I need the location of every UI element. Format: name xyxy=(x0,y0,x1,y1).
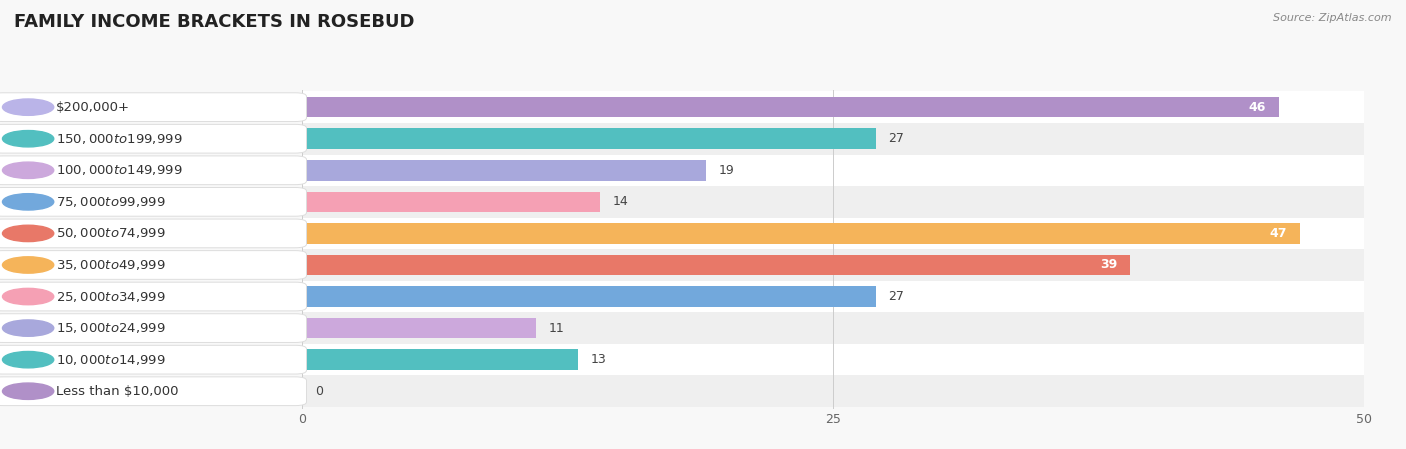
Bar xyxy=(302,313,1364,344)
Text: 14: 14 xyxy=(612,195,628,208)
Text: FAMILY INCOME BRACKETS IN ROSEBUD: FAMILY INCOME BRACKETS IN ROSEBUD xyxy=(14,13,415,31)
Text: $25,000 to $34,999: $25,000 to $34,999 xyxy=(56,290,166,304)
Text: $75,000 to $99,999: $75,000 to $99,999 xyxy=(56,195,166,209)
Text: $200,000+: $200,000+ xyxy=(56,101,131,114)
Text: 39: 39 xyxy=(1101,259,1118,272)
Text: $150,000 to $199,999: $150,000 to $199,999 xyxy=(56,132,183,146)
Bar xyxy=(302,349,578,370)
Text: $15,000 to $24,999: $15,000 to $24,999 xyxy=(56,321,166,335)
Bar xyxy=(302,186,1364,218)
Bar xyxy=(302,318,536,339)
Bar xyxy=(302,249,1364,281)
Text: $100,000 to $149,999: $100,000 to $149,999 xyxy=(56,163,183,177)
Text: 13: 13 xyxy=(591,353,607,366)
Bar xyxy=(302,223,1301,244)
Text: $35,000 to $49,999: $35,000 to $49,999 xyxy=(56,258,166,272)
Bar xyxy=(302,286,876,307)
Bar xyxy=(302,218,1364,249)
Text: 27: 27 xyxy=(889,132,904,145)
Text: 27: 27 xyxy=(889,290,904,303)
Bar xyxy=(302,97,1279,118)
Text: Less than $10,000: Less than $10,000 xyxy=(56,385,179,398)
Bar xyxy=(302,154,1364,186)
Text: 11: 11 xyxy=(548,321,564,335)
Text: 46: 46 xyxy=(1249,101,1267,114)
Text: 19: 19 xyxy=(718,164,734,177)
Bar xyxy=(302,92,1364,123)
Bar xyxy=(302,344,1364,375)
Bar xyxy=(302,160,706,180)
Bar xyxy=(302,192,599,212)
Text: Source: ZipAtlas.com: Source: ZipAtlas.com xyxy=(1274,13,1392,23)
Text: $50,000 to $74,999: $50,000 to $74,999 xyxy=(56,226,166,240)
Bar xyxy=(302,375,1364,407)
Bar xyxy=(302,128,876,149)
Text: $10,000 to $14,999: $10,000 to $14,999 xyxy=(56,352,166,367)
Bar xyxy=(302,123,1364,154)
Bar xyxy=(302,281,1364,313)
Text: 47: 47 xyxy=(1270,227,1288,240)
Bar xyxy=(302,255,1130,275)
Text: 0: 0 xyxy=(315,385,323,398)
